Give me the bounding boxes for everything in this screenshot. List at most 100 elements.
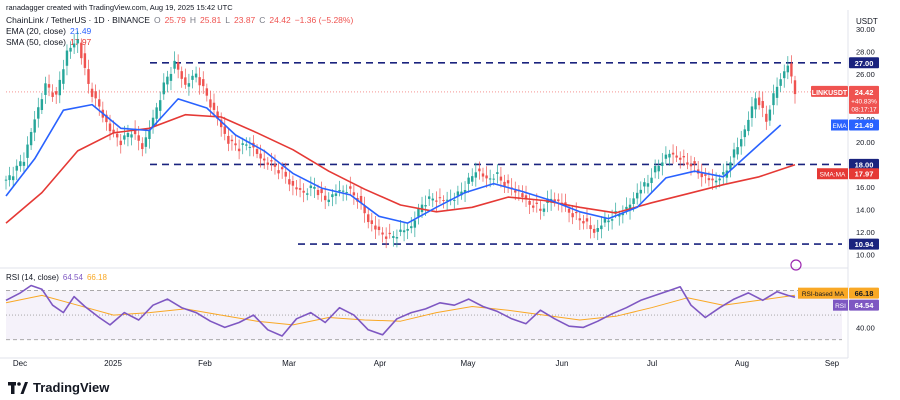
ema-legend[interactable]: EMA (20, close) 21.49 — [6, 26, 91, 36]
candle-body — [535, 202, 538, 204]
candle-body — [22, 161, 26, 166]
candle-body — [72, 43, 76, 48]
ohlc-legend: ChainLink / TetherUS · 1D · BINANCE O 25… — [6, 15, 353, 25]
candle-body — [162, 82, 165, 95]
ema-tag-value: 21.49 — [855, 121, 874, 130]
price-axis-currency: USDT — [856, 17, 878, 26]
candle-body — [779, 79, 782, 86]
candle-body — [338, 189, 341, 192]
candle-body — [202, 79, 205, 87]
candle-body — [693, 161, 696, 165]
symbol-name[interactable]: ChainLink / TetherUS · 1D · BINANCE — [6, 15, 150, 25]
candle-body — [316, 189, 320, 196]
candle-body — [8, 175, 11, 181]
candle-body — [596, 228, 599, 232]
candle-body — [718, 178, 721, 181]
candle-body — [395, 237, 399, 239]
candle-body — [399, 229, 402, 232]
candle-body — [729, 162, 732, 170]
symbol-tag-bg — [811, 85, 848, 97]
candle-body — [607, 220, 610, 223]
candle-body — [700, 173, 703, 178]
candle-body — [711, 178, 714, 181]
candle-body — [528, 200, 531, 205]
candle-body — [381, 232, 384, 235]
high-value: 25.81 — [199, 15, 222, 25]
candle-body — [488, 178, 492, 180]
price-chart[interactable]: 30.0028.0026.0022.0020.0016.0014.0012.00… — [0, 0, 900, 380]
candle-body — [80, 42, 83, 59]
candle-body — [668, 153, 671, 158]
candle-body — [442, 200, 445, 202]
price-axis-tick: 30.00 — [856, 25, 875, 34]
candle-body — [474, 172, 478, 178]
sma-50-line — [5, 113, 796, 224]
candle-body — [209, 99, 212, 108]
candle-body — [732, 149, 736, 158]
candle-body — [775, 86, 779, 98]
rsi-legend[interactable]: RSI (14, close) 64.54 66.18 — [6, 273, 107, 282]
time-axis-tick: Feb — [198, 359, 212, 368]
candle-body — [159, 100, 162, 111]
candle-body — [230, 139, 234, 142]
candle-body — [485, 175, 488, 179]
candle-body — [245, 144, 248, 146]
candle-body — [352, 192, 356, 196]
candle-body — [115, 133, 119, 138]
candle-body — [481, 173, 485, 177]
candle-body — [388, 232, 391, 235]
price-axis-tick: 16.00 — [856, 183, 875, 192]
candle-body — [557, 199, 560, 202]
candle-body — [682, 156, 686, 158]
candle-body — [639, 189, 642, 194]
candle-body — [19, 161, 22, 167]
candle-body — [524, 195, 528, 199]
candle-body — [496, 172, 499, 174]
candle-body — [234, 143, 237, 146]
candle-body — [636, 192, 639, 199]
candle-body — [51, 92, 54, 97]
candle-body — [714, 180, 718, 183]
candle-body — [453, 199, 456, 201]
time-axis-tick: Mar — [282, 359, 296, 368]
sma-legend-value: 17.97 — [70, 37, 92, 47]
event-marker-icon[interactable] — [790, 259, 802, 271]
price-axis-tick: 26.00 — [856, 70, 875, 79]
candle-body — [270, 160, 273, 162]
candle-body — [144, 137, 148, 147]
candle-body — [169, 73, 173, 81]
time-axis-tick: Sep — [825, 359, 840, 368]
candle-body — [650, 177, 653, 184]
candle-body — [521, 193, 524, 198]
candle-body — [603, 218, 607, 223]
price-tag-pct: +40.83% — [851, 98, 877, 105]
time-axis-tick: 2025 — [104, 359, 122, 368]
candle-body — [478, 168, 481, 172]
candle-body — [514, 190, 517, 193]
candle-body — [166, 76, 169, 85]
candle-body — [359, 195, 363, 204]
candle-body — [291, 181, 295, 186]
candle-body — [266, 162, 270, 165]
candle-body — [255, 149, 259, 154]
price-axis-tick: 28.00 — [856, 48, 875, 57]
candle-body — [331, 194, 334, 198]
candle-body — [123, 135, 126, 140]
candle-body — [223, 126, 226, 134]
candle-body — [427, 196, 431, 199]
candle-body — [173, 60, 176, 69]
time-axis-tick: Jun — [556, 359, 569, 368]
candle-body — [736, 147, 739, 155]
time-axis-tick: Apr — [374, 359, 387, 368]
level-18-tag: 18.00 — [855, 160, 874, 169]
candle-body — [374, 225, 377, 230]
sma-tag-value-bg — [849, 168, 879, 180]
candle-body — [288, 179, 291, 185]
candle-body — [671, 152, 675, 155]
sma-legend[interactable]: SMA (50, close) 17.97 — [6, 37, 91, 47]
low-label: L — [225, 15, 230, 25]
tradingview-logo[interactable]: TradingView — [8, 380, 109, 395]
candle-body — [323, 195, 327, 201]
price-axis-tick: 10.00 — [856, 251, 875, 260]
candle-body — [105, 114, 108, 123]
